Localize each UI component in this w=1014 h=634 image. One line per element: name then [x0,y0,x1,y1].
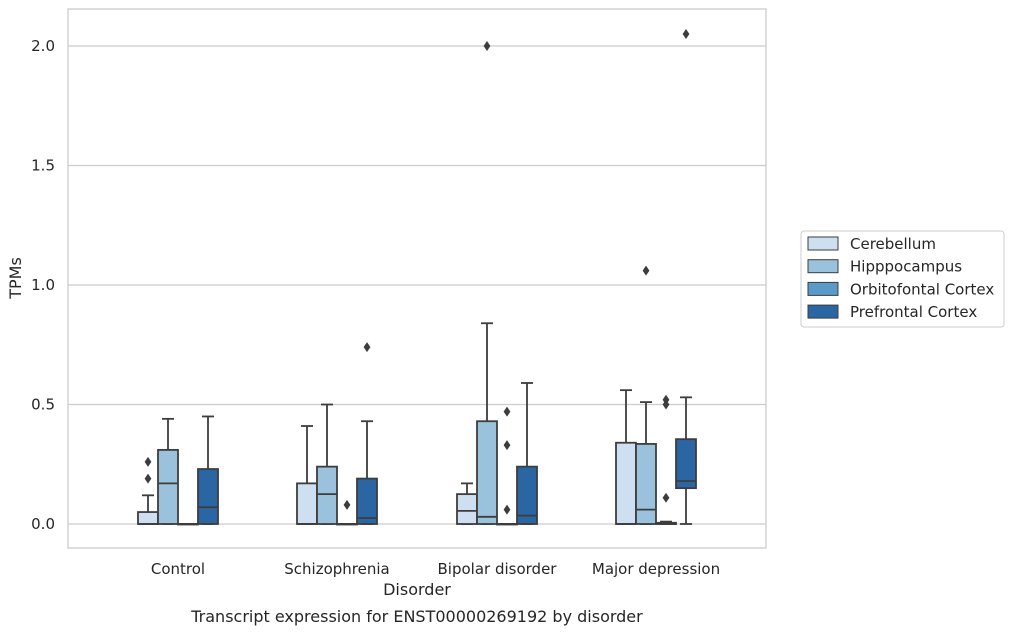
outlier-point [363,342,371,353]
y-axis-label: TPMs [6,257,25,300]
y-tick-label: 1.5 [31,157,55,175]
x-axis-label: Disorder [383,580,451,599]
x-tick-label: Schizophrenia [284,560,389,578]
box-rect [137,511,159,525]
box-2-1 [336,499,358,526]
legend-swatch [807,281,839,296]
chart-caption: Transcript expression for ENST0000026919… [190,607,643,626]
outlier-point [642,265,650,276]
outlier-point [682,29,690,40]
boxes-layer [137,29,697,526]
legend-frame [800,230,1005,328]
y-tick-label: 2.0 [31,37,55,55]
box-1-1 [316,403,338,525]
box-1-0 [157,417,179,525]
legend-swatch [807,236,839,251]
box-rect [456,493,478,525]
box-rect [296,482,318,525]
x-tick-labels: Control Schizophrenia Bipolar disorder Majo… [151,560,720,578]
box-0-0 [137,456,159,525]
legend-label: Prefrontal Cortex [850,303,977,321]
box-rect [675,438,697,490]
box-rect [615,441,637,525]
box-1-2 [476,41,498,525]
box-0-3 [615,389,637,525]
legend-item: Hipppocampus [807,258,962,276]
box-2-3 [655,394,677,525]
box-rect [197,468,219,525]
plot-area-frame [67,8,767,549]
box-3-1 [356,342,378,525]
outlier-point [503,440,511,451]
box-3-3 [675,29,697,525]
box-0-1 [296,425,318,525]
legend-swatch [807,304,839,319]
outlier-point [662,492,670,503]
x-tick-label: Major depression [592,560,720,578]
legend-item: Orbitofontal Cortex [807,280,994,298]
outlier-point [503,504,511,515]
outlier-point [343,499,351,510]
outlier-point [483,41,491,51]
box-1-3 [635,265,657,525]
box-3-0 [197,415,219,525]
box-rect [356,477,378,525]
y-tick-label: 0.0 [31,515,55,533]
legend-label: Cerebellum [850,235,936,253]
outlier-point [503,406,511,417]
box-rect [157,449,179,525]
box-0-2 [456,482,478,525]
y-tick-label: 0.5 [31,396,55,414]
box-2-2 [496,406,518,526]
y-tick-label: 1.0 [31,276,55,294]
box-3-2 [516,382,538,525]
box-rect [476,420,498,525]
x-tick-label: Bipolar disorder [438,560,558,578]
legend-label: Hipppocampus [850,258,962,276]
outlier-point [662,394,670,405]
x-tick-label: Control [151,560,205,578]
box-rect [516,465,538,525]
legend-swatch [807,259,839,274]
box-2-0 [177,523,199,526]
legend-item: Cerebellum [807,235,936,253]
legend-label: Orbitofontal Cortex [850,280,994,298]
legend: Cerebellum Hipppocampus Orbitofontal Corte… [800,230,1005,328]
box-rect [316,465,338,525]
legend-item: Prefrontal Cortex [807,303,977,321]
box-rect [635,443,657,525]
outlier-point [144,456,152,467]
y-tick-labels: 0.0 0.5 1.0 1.5 2.0 [31,37,55,533]
outlier-point [144,473,152,484]
